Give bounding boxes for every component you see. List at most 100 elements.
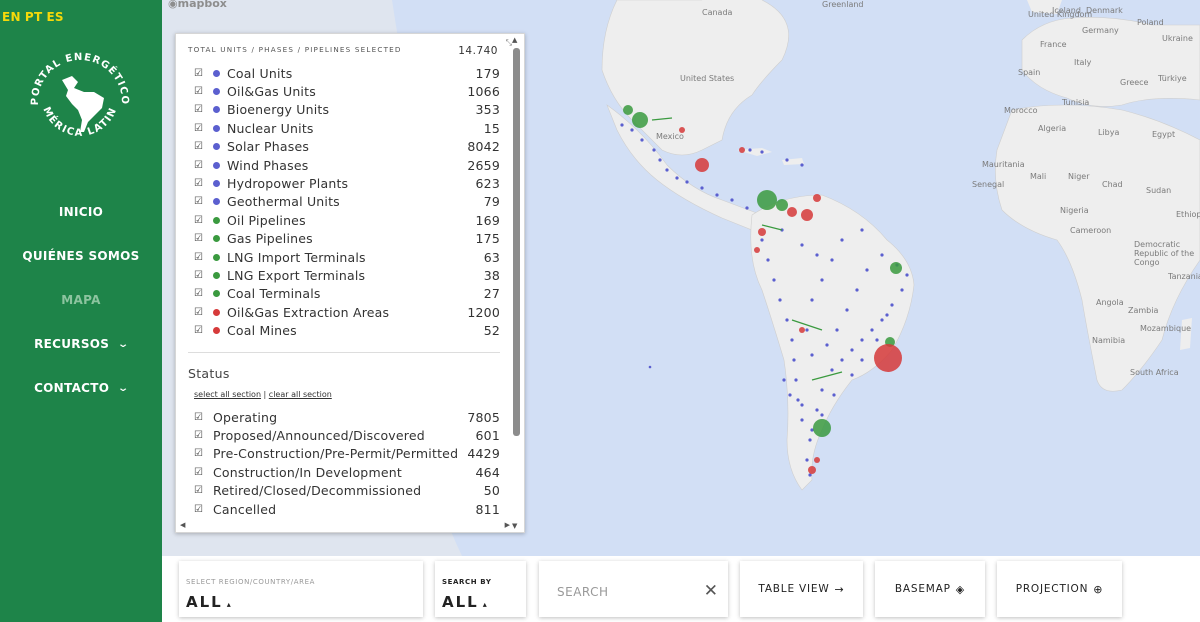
scroll-left-icon[interactable]: ◀: [180, 521, 186, 529]
nav-mapa[interactable]: MAPA: [61, 293, 101, 307]
legend-item-geothermal-units[interactable]: ☑ Geothermal Units 79: [194, 194, 500, 210]
checkbox-checked-icon[interactable]: ☑: [194, 325, 204, 337]
search-by-select[interactable]: SEARCH BY ALL ▴: [435, 561, 526, 617]
language-switcher: EN PT ES: [2, 10, 68, 24]
checkbox-checked-icon[interactable]: ☑: [194, 503, 204, 515]
asset-markers[interactable]: [620, 105, 909, 477]
map-label: Tunisia: [1062, 98, 1090, 107]
legend-item-nuclear-units[interactable]: ☑ Nuclear Units 15: [194, 120, 500, 136]
legend-item-lng-export-terminals[interactable]: ☑ LNG Export Terminals 38: [194, 267, 500, 283]
nav-contacto[interactable]: CONTACTO ⌄: [34, 381, 130, 395]
portal-energetico-logo[interactable]: PORTAL ENERGÉTICO AMÉRICA LATINA: [24, 46, 136, 158]
legend-dot: [213, 69, 220, 77]
checkbox-checked-icon[interactable]: ☑: [194, 67, 204, 79]
map-label: France: [1040, 40, 1067, 49]
nav-inicio[interactable]: INICIO: [58, 205, 104, 219]
checkbox-checked-icon[interactable]: ☑: [194, 141, 204, 153]
status-item-proposed[interactable]: ☑ Proposed/Announced/Discovered 601: [194, 428, 500, 444]
lang-es[interactable]: ES: [46, 10, 64, 24]
status-item-pre-construction[interactable]: ☑ Pre-Construction/Pre-Permit/Permitted 44…: [194, 446, 500, 462]
region-select[interactable]: SELECT REGION/COUNTRY/AREA ALL ▴: [179, 561, 423, 617]
legend-item-lng-import-terminals[interactable]: ☑ LNG Import Terminals 63: [194, 249, 500, 265]
legend-panel: TOTAL UNITS / PHASES / PIPELINES SELECTE…: [175, 33, 525, 533]
map-label: Germany: [1082, 26, 1119, 35]
checkbox-checked-icon[interactable]: ☑: [194, 448, 204, 460]
checkbox-checked-icon[interactable]: ☑: [194, 122, 204, 134]
checkbox-checked-icon[interactable]: ☑: [194, 159, 204, 171]
horizontal-scroll-track[interactable]: [192, 525, 498, 529]
map-canvas[interactable]: ◉mapbox Iceland Canada United States Mex…: [162, 0, 1200, 556]
legend-dot: [213, 88, 220, 96]
checkbox-checked-icon[interactable]: ☑: [194, 178, 204, 190]
table-view-button[interactable]: TABLE VIEW →: [740, 561, 863, 617]
scroll-down-icon[interactable]: ▼: [512, 522, 518, 530]
lang-en[interactable]: EN: [2, 10, 21, 24]
legend-dot: [213, 106, 220, 114]
search-by-label: SEARCH BY: [442, 578, 492, 586]
scroll-right-icon[interactable]: ▶: [504, 521, 510, 529]
map-label: Poland: [1137, 18, 1164, 27]
mapbox-attribution[interactable]: ◉mapbox: [168, 0, 227, 10]
checkbox-checked-icon[interactable]: ☑: [194, 214, 204, 226]
legend-item-solar-phases[interactable]: ☑ Solar Phases 8042: [194, 139, 500, 155]
legend-item-gas-pipelines[interactable]: ☑ Gas Pipelines 175: [194, 231, 500, 247]
checkbox-checked-icon[interactable]: ☑: [194, 104, 204, 116]
status-item-retired[interactable]: ☑ Retired/Closed/Decommissioned 50: [194, 483, 500, 499]
checkbox-checked-icon[interactable]: ☑: [194, 466, 204, 478]
legend-item-oil-gas-extraction-areas[interactable]: ☑ Oil&Gas Extraction Areas 1200: [194, 304, 500, 320]
search-input[interactable]: [557, 585, 697, 599]
map-label: Namibia: [1092, 336, 1126, 345]
map-label: Egypt: [1152, 130, 1176, 139]
clear-all-link[interactable]: clear all section: [268, 390, 332, 399]
europe-land: [1021, 17, 1200, 107]
legend-title: TOTAL UNITS / PHASES / PIPELINES SELECTE…: [188, 45, 402, 54]
legend-item-oil-pipelines[interactable]: ☑ Oil Pipelines 169: [194, 212, 500, 228]
vertical-scrollbar[interactable]: ▲ ▼: [512, 36, 520, 530]
scroll-up-icon[interactable]: ▲: [512, 36, 518, 44]
status-item-cancelled[interactable]: ☑ Cancelled 811: [194, 501, 500, 517]
legend-item-wind-phases[interactable]: ☑ Wind Phases 2659: [194, 157, 500, 173]
checkbox-checked-icon[interactable]: ☑: [194, 288, 204, 300]
map-label: Angola: [1096, 298, 1124, 307]
projection-button[interactable]: PROJECTION ⊕: [997, 561, 1122, 617]
checkbox-checked-icon[interactable]: ☑: [194, 269, 204, 281]
legend-item-coal-units[interactable]: ☑ Coal Units 179: [194, 65, 500, 81]
status-item-operating[interactable]: ☑ Operating 7805: [194, 409, 500, 425]
basemap-button[interactable]: BASEMAP ◈: [875, 561, 985, 617]
checkbox-checked-icon[interactable]: ☑: [194, 233, 204, 245]
lang-pt[interactable]: PT: [24, 10, 43, 24]
scrollbar-thumb[interactable]: [513, 48, 520, 436]
checkbox-checked-icon[interactable]: ☑: [194, 411, 204, 423]
map-label: Ethiop: [1176, 210, 1200, 219]
checkbox-checked-icon[interactable]: ☑: [194, 306, 204, 318]
map-label: Chad: [1102, 180, 1123, 189]
bottom-toolbar: SELECT REGION/COUNTRY/AREA ALL ▴ SEARCH B…: [162, 556, 1200, 622]
status-item-construction[interactable]: ☑ Construction/In Development 464: [194, 464, 500, 480]
checkbox-checked-icon[interactable]: ☑: [194, 86, 204, 98]
legend-item-oil-gas-units[interactable]: ☑ Oil&Gas Units 1066: [194, 84, 500, 100]
legend-item-coal-mines[interactable]: ☑ Coal Mines 52: [194, 323, 500, 339]
close-icon[interactable]: ✕: [703, 581, 718, 601]
asset-type-list: ☑ Coal Units 179 ☑ Oil&Gas Units 1066 ☑ Bioen…: [194, 64, 500, 340]
checkbox-checked-icon[interactable]: ☑: [194, 485, 204, 497]
select-all-link[interactable]: select all section: [194, 390, 262, 399]
horizontal-scrollbar[interactable]: ◀ ▶: [180, 521, 510, 530]
checkbox-checked-icon[interactable]: ☑: [194, 196, 204, 208]
search-by-value: ALL ▴: [442, 593, 487, 611]
legend-item-bioenergy-units[interactable]: ☑ Bioenergy Units 353: [194, 102, 500, 118]
main-nav: INICIO QUIÉNES SOMOS MAPA RECURSOS ⌄ CONT…: [0, 190, 162, 410]
map-label: Libya: [1098, 128, 1120, 137]
legend-dot: [213, 308, 220, 316]
legend-dot: [213, 327, 220, 335]
checkbox-checked-icon[interactable]: ☑: [194, 251, 204, 263]
collapse-icon[interactable]: ⤡: [505, 38, 512, 47]
checkbox-checked-icon[interactable]: ☑: [194, 430, 204, 442]
legend-item-hydropower-plants[interactable]: ☑ Hydropower Plants 623: [194, 176, 500, 192]
world-map[interactable]: [162, 0, 1200, 556]
map-label: Mauritania: [982, 160, 1025, 169]
legend-item-coal-terminals[interactable]: ☑ Coal Terminals 27: [194, 286, 500, 302]
status-select-links: select all section | clear all section: [194, 390, 332, 399]
nav-recursos[interactable]: RECURSOS ⌄: [34, 337, 130, 351]
nav-quienes-somos[interactable]: QUIÉNES SOMOS: [22, 249, 140, 263]
